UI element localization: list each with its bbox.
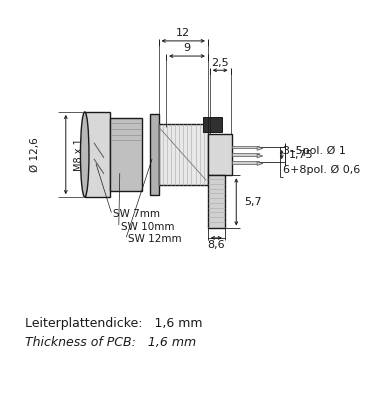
Text: 3–5pol. Ø 1: 3–5pol. Ø 1 [283, 146, 346, 156]
Text: Leiterplattendicke:   1,6 mm: Leiterplattendicke: 1,6 mm [25, 317, 203, 330]
Text: M8 x 1: M8 x 1 [74, 138, 84, 171]
Text: 2,5: 2,5 [211, 58, 229, 68]
Bar [208, 175, 225, 228]
Bar [233, 161, 259, 164]
Polygon shape [257, 162, 263, 166]
Text: Ø 12,6: Ø 12,6 [30, 137, 40, 172]
Text: 6+8pol. Ø 0,6: 6+8pol. Ø 0,6 [283, 164, 360, 175]
Text: SW 10mm: SW 10mm [121, 222, 174, 232]
Text: 9: 9 [184, 44, 191, 54]
Bar [110, 118, 141, 192]
Text: 1,75: 1,75 [289, 150, 314, 160]
Text: SW 12mm: SW 12mm [128, 234, 182, 244]
Bar [208, 134, 233, 175]
Text: 5,7: 5,7 [244, 197, 261, 207]
Text: Thickness of PCB:   1,6 mm: Thickness of PCB: 1,6 mm [25, 336, 196, 348]
Bar [85, 112, 110, 197]
Ellipse shape [80, 112, 89, 197]
Text: 8,6: 8,6 [208, 240, 225, 250]
Bar [150, 114, 159, 195]
Text: 12: 12 [176, 28, 190, 38]
Polygon shape [257, 154, 263, 158]
Bar [233, 146, 259, 148]
Polygon shape [257, 146, 263, 150]
Text: SW 7mm: SW 7mm [113, 209, 160, 219]
Bar [233, 153, 259, 156]
Bar [203, 117, 222, 132]
Bar [159, 124, 208, 185]
